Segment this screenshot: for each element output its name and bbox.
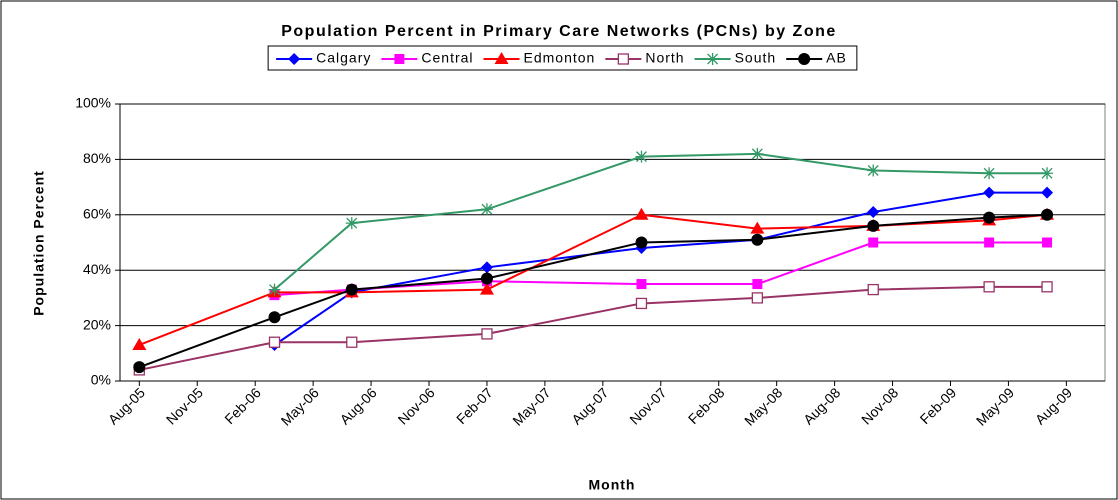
marker [867, 164, 880, 177]
marker [798, 53, 811, 65]
marker [635, 236, 648, 249]
legend-label: AB [826, 50, 847, 66]
marker [867, 283, 879, 296]
chart-title: Population Percent in Primary Care Netwo… [281, 23, 837, 40]
marker [345, 283, 358, 296]
legend-label: South [735, 50, 777, 66]
marker [481, 328, 493, 340]
marker [706, 53, 719, 65]
marker [634, 207, 649, 220]
marker [983, 211, 996, 224]
marker [867, 206, 880, 219]
marker [480, 272, 493, 285]
marker [984, 237, 995, 248]
legend-label: North [645, 50, 684, 66]
legend-label: Central [421, 50, 473, 66]
y-tick-label: 20% [83, 316, 111, 332]
marker [752, 279, 763, 290]
marker [617, 53, 630, 65]
marker [983, 281, 995, 293]
marker [1041, 208, 1054, 221]
marker [268, 283, 281, 296]
marker [635, 150, 648, 163]
marker [394, 54, 405, 64]
y-tick-label: 40% [83, 261, 111, 277]
marker [636, 279, 647, 290]
y-tick-label: 100% [75, 95, 111, 111]
marker [480, 261, 493, 274]
marker [268, 311, 281, 324]
marker [751, 233, 764, 246]
y-axis-title: Population Percent [31, 170, 47, 316]
series-line [273, 152, 1048, 291]
marker [868, 237, 879, 248]
marker [750, 221, 765, 234]
marker [479, 282, 494, 295]
y-tick-label: 80% [83, 150, 111, 166]
legend-box [267, 45, 858, 71]
y-tick-label: 60% [83, 206, 111, 222]
marker [1041, 167, 1054, 180]
marker [751, 292, 764, 304]
legend: Calgary Central Edmonton North South AB [267, 45, 858, 71]
marker [494, 52, 509, 64]
marker [480, 203, 493, 216]
marker [867, 219, 880, 232]
marker [635, 297, 648, 310]
marker [983, 167, 996, 180]
marker [132, 337, 147, 350]
y-tick-label: 0% [91, 372, 111, 388]
marker [983, 186, 996, 199]
marker [346, 336, 358, 348]
marker [133, 361, 146, 374]
marker [288, 53, 301, 65]
marker [1042, 237, 1053, 248]
marker [1041, 281, 1053, 293]
marker [345, 217, 358, 230]
legend-label: Calgary [316, 50, 371, 66]
x-axis-title: Month [589, 477, 636, 493]
marker [751, 147, 764, 160]
marker [1041, 186, 1054, 199]
marker [268, 336, 281, 348]
legend-label: Edmonton [524, 50, 596, 66]
